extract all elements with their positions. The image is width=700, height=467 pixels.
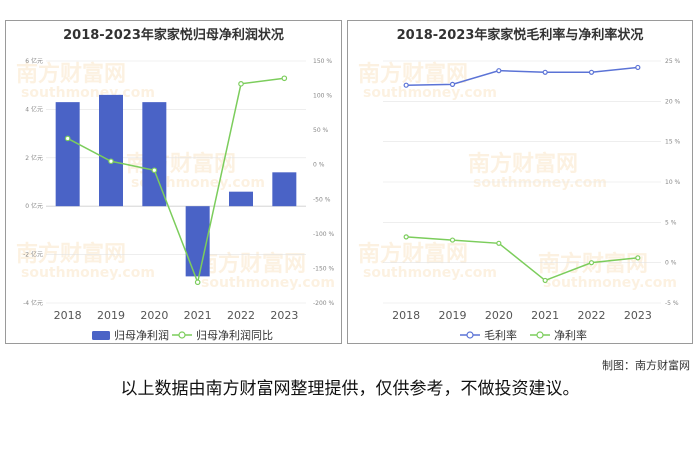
- right-y-tick-label: 150 %: [313, 58, 332, 65]
- line-net-profit-yoy: [67, 77, 285, 285]
- left-y-tick-label: 4 亿元: [25, 105, 43, 113]
- x-tick-label: 2020: [485, 309, 513, 322]
- x-tick-label: 2023: [624, 309, 652, 322]
- watermark-text: 南方财富网: [196, 251, 306, 277]
- left-y-tick-label: 6 亿元: [25, 57, 43, 65]
- point-net-margin: [403, 234, 409, 240]
- watermark-subtext: southmoney.com: [363, 85, 497, 101]
- right-chart-svg: 南方财富网southmoney.com南方财富网southmoney.com南方…: [358, 58, 681, 342]
- x-tick-label: 2023: [270, 309, 298, 322]
- watermark-subtext: southmoney.com: [543, 275, 677, 291]
- chart-credit: 制图：南方财富网: [602, 359, 690, 372]
- point-gross-margin: [542, 69, 548, 75]
- right-chart-panel: 2018-2023年家家悦毛利率与净利率状况 南方财富网 southmoney.c…: [347, 20, 693, 344]
- right-y-tick-label: 15 %: [665, 139, 681, 146]
- x-tick-label: 2018: [392, 309, 420, 322]
- point-net-margin: [635, 255, 641, 261]
- left-y-tick-label: -2 亿元: [23, 251, 43, 259]
- point-gross-margin: [635, 64, 641, 71]
- disclaimer-text: 以上数据由南方财富网整理提供，仅供参考，不做投资建议。: [120, 379, 580, 399]
- line-net-margin: [406, 236, 638, 282]
- point-gross-margin: [403, 82, 409, 88]
- right-y-tick-label: 100 %: [313, 93, 332, 100]
- right-y-tick-label: 0 %: [665, 260, 677, 267]
- point-net-profit-yoy: [108, 158, 114, 165]
- legend-label-bar: 归母净利润: [114, 328, 169, 342]
- legend-gross-margin-label: 毛利率: [484, 328, 517, 342]
- left-y-tick-label: 2 亿元: [25, 154, 43, 162]
- watermark-text: 南方财富网: [358, 241, 468, 267]
- point-net-margin: [449, 237, 456, 243]
- point-net-margin: [542, 277, 548, 284]
- bar-net-profit: [185, 206, 210, 277]
- x-tick-label: 2018: [54, 309, 82, 322]
- point-gross-margin: [588, 69, 595, 75]
- right-y-tick-label: 10 %: [665, 179, 681, 186]
- point-gross-margin: [496, 68, 502, 74]
- legend-net-margin-label: 净利率: [554, 328, 587, 342]
- legend-net-margin-marker: [536, 331, 544, 339]
- left-y-tick-label: 0 亿元: [25, 202, 43, 210]
- bar-net-profit: [272, 172, 297, 207]
- watermark-text: 南方财富网: [16, 241, 126, 267]
- watermark-subtext: southmoney.com: [363, 265, 497, 281]
- watermark-subtext: southmoney.com: [473, 175, 607, 191]
- x-tick-label: 2019: [439, 309, 467, 322]
- right-y-tick-label: -100 %: [313, 231, 335, 238]
- right-y-tick-label: 0 %: [313, 162, 325, 169]
- right-y-tick-label: -5 %: [665, 300, 679, 307]
- point-net-margin: [496, 240, 502, 246]
- right-chart-title: 2018-2023年家家悦毛利率与净利率状况: [396, 28, 644, 43]
- x-tick-label: 2021: [184, 309, 212, 322]
- watermark-text: 南方财富网: [358, 61, 468, 87]
- x-tick-label: 2020: [140, 309, 168, 322]
- left-chart-title: 2018-2023年家家悦归母净利润状况: [63, 28, 284, 43]
- right-y-tick-label: -50 %: [313, 196, 331, 203]
- right-y-tick-label: 25 %: [665, 58, 681, 65]
- left-chart-panel: 2018-2023年家家悦归母净利润状况 南方财富网 southmoney.com…: [5, 20, 342, 344]
- watermark-text: 南方财富网: [16, 61, 126, 87]
- legend-gross-margin-marker: [466, 331, 474, 339]
- x-tick-label: 2021: [531, 309, 559, 322]
- legend-label-yoy: 归母净利润同比: [196, 328, 273, 342]
- watermark-subtext: southmoney.com: [21, 265, 155, 281]
- right-y-tick-label: -150 %: [313, 265, 335, 272]
- bar-net-profit: [99, 94, 123, 207]
- watermark-subtext: southmoney.com: [201, 275, 335, 291]
- right-y-tick-label: 20 %: [665, 98, 681, 105]
- x-tick-label: 2019: [97, 309, 125, 322]
- point-net-profit-yoy: [281, 75, 288, 82]
- point-net-profit-yoy: [194, 279, 201, 286]
- right-y-tick-label: 50 %: [313, 127, 329, 134]
- watermark-text: 南方财富网: [468, 151, 578, 177]
- watermark-subtext: southmoney.com: [21, 85, 155, 101]
- x-tick-label: 2022: [227, 309, 255, 322]
- legend-marker-yoy: [178, 331, 186, 339]
- point-net-margin: [588, 260, 595, 266]
- legend-swatch-bar: [92, 331, 110, 340]
- bar-net-profit: [229, 191, 253, 207]
- right-y-tick-label: 5 %: [665, 219, 677, 226]
- left-y-tick-label: -4 亿元: [23, 299, 43, 307]
- point-net-profit-yoy: [238, 81, 244, 87]
- x-tick-label: 2022: [578, 309, 606, 322]
- point-net-profit-yoy: [151, 167, 158, 174]
- bar-net-profit: [55, 102, 80, 207]
- point-gross-margin: [449, 81, 456, 87]
- left-chart-svg: 南方财富网southmoney.com南方财富网southmoney.com南方…: [16, 57, 335, 342]
- right-y-tick-label: -200 %: [313, 300, 335, 307]
- point-net-profit-yoy: [64, 135, 71, 142]
- line-gross-margin: [406, 66, 638, 86]
